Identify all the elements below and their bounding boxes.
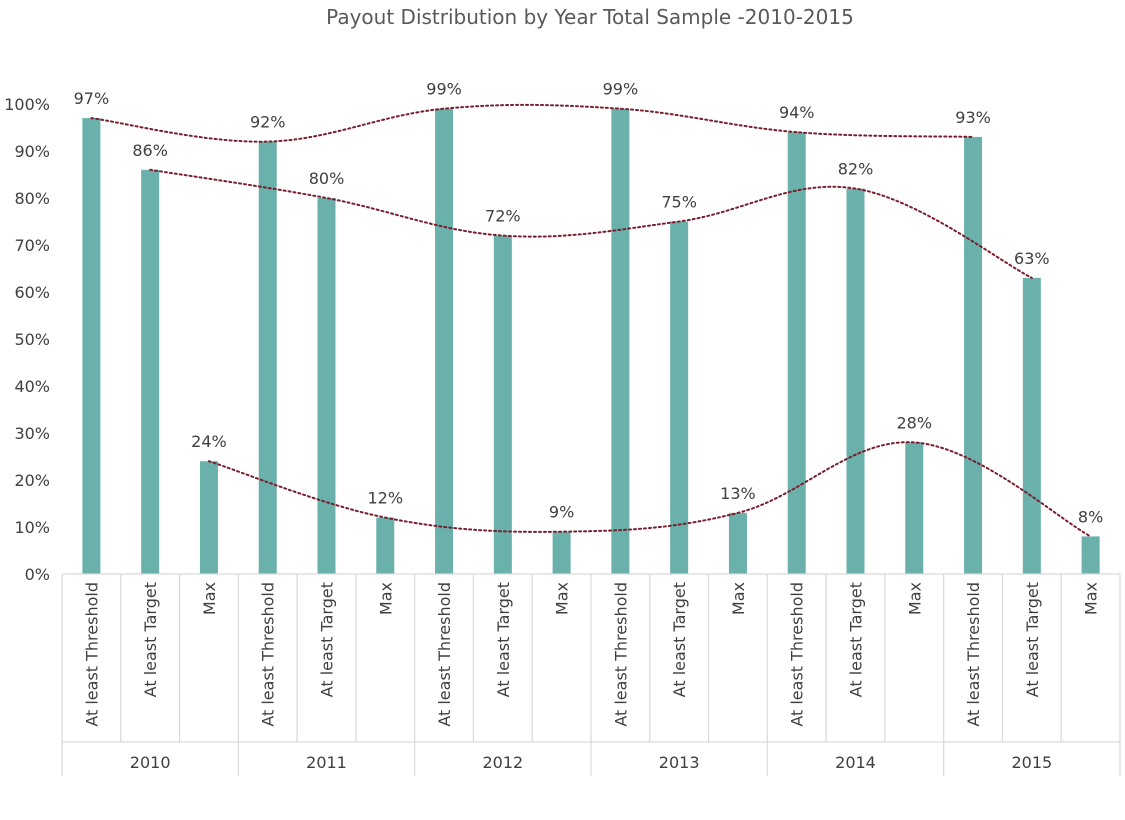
bar — [1081, 536, 1100, 574]
data-label: 12% — [367, 489, 403, 508]
bar — [905, 442, 924, 574]
year-label: 2013 — [659, 753, 700, 772]
bars — [82, 108, 1100, 575]
data-label: 72% — [485, 207, 521, 226]
category-tick-label: Max — [905, 582, 924, 615]
data-label: 13% — [720, 484, 756, 503]
category-tick-label: At least Target — [670, 582, 689, 697]
y-tick-label: 80% — [14, 189, 50, 208]
bar — [611, 108, 630, 574]
data-label: 63% — [1014, 249, 1050, 268]
y-tick-label: 70% — [14, 236, 50, 255]
year-label: 2012 — [482, 753, 523, 772]
data-label: 86% — [132, 141, 168, 160]
trendline — [207, 441, 1092, 538]
y-axis: 0% 10% 20% 30% 40% 50% 60% 70% 80% 90% 100% — [4, 95, 50, 584]
bar — [199, 461, 218, 574]
y-tick-label: 50% — [14, 330, 50, 349]
y-tick-label: 10% — [14, 518, 50, 537]
bar — [493, 235, 512, 574]
data-label: 97% — [74, 89, 110, 108]
year-label: 2011 — [306, 753, 347, 772]
category-tick-label: At least Target — [1023, 582, 1042, 697]
data-label: 75% — [661, 193, 697, 212]
data-label: 24% — [191, 432, 227, 451]
bar — [82, 118, 101, 574]
data-label: 8% — [1078, 507, 1103, 526]
trendline — [149, 168, 1033, 279]
category-tick-label: Max — [376, 582, 395, 615]
bar — [552, 531, 571, 574]
year-label: 2010 — [130, 753, 171, 772]
trendlines — [90, 103, 1092, 538]
data-labels: 97% 86% 24% 92% 80% 12% 99% 72% 9% 99% 75% 13% 94% 82… — [74, 80, 1104, 527]
x-axis: At least Threshold At least Target Max 2010… — [61, 573, 1121, 776]
category-tick-label: At least Target — [494, 582, 513, 697]
bar — [435, 108, 454, 574]
category-tick-label: At least Threshold — [611, 582, 630, 727]
y-tick-label: 40% — [14, 377, 50, 396]
category-tick-label: Max — [200, 582, 219, 615]
trendline — [90, 103, 975, 143]
bar — [258, 141, 277, 574]
y-tick-label: 100% — [4, 95, 50, 114]
bar — [728, 512, 747, 574]
category-tick-label: At least Threshold — [788, 582, 807, 727]
category-tick-label: At least Target — [318, 582, 337, 697]
category-tick-label: At least Threshold — [82, 582, 101, 727]
data-label: 82% — [838, 160, 874, 179]
category-tick-label: Max — [1082, 582, 1101, 615]
data-label: 92% — [250, 113, 286, 132]
y-tick-label: 0% — [25, 565, 50, 584]
data-label: 9% — [549, 503, 574, 522]
year-label: 2015 — [1011, 753, 1052, 772]
year-label: 2014 — [835, 753, 876, 772]
bar — [141, 169, 160, 575]
bar — [317, 198, 336, 574]
bar — [846, 188, 865, 574]
data-label: 93% — [955, 108, 991, 127]
category-tick-label: At least Target — [141, 582, 160, 697]
category-tick-label: At least Threshold — [435, 582, 454, 727]
bar — [787, 132, 806, 574]
y-tick-label: 60% — [14, 283, 50, 302]
category-tick-label: Max — [729, 582, 748, 615]
category-tick-label: Max — [553, 582, 572, 615]
y-tick-label: 30% — [14, 424, 50, 443]
data-label: 99% — [603, 80, 639, 99]
category-tick-label: At least Threshold — [259, 582, 278, 727]
category-tick-label: At least Target — [847, 582, 866, 697]
y-tick-label: 20% — [14, 471, 50, 490]
data-label: 94% — [779, 103, 815, 122]
category-tick-label: At least Threshold — [964, 582, 983, 727]
data-label: 99% — [426, 80, 462, 99]
data-label: 80% — [309, 169, 345, 188]
chart-title: Payout Distribution by Year Total Sample… — [326, 5, 854, 29]
y-tick-label: 90% — [14, 142, 50, 161]
bar — [670, 221, 689, 574]
bar — [1022, 277, 1041, 574]
bar — [964, 136, 983, 574]
data-label: 28% — [896, 413, 932, 432]
bar — [376, 517, 395, 574]
